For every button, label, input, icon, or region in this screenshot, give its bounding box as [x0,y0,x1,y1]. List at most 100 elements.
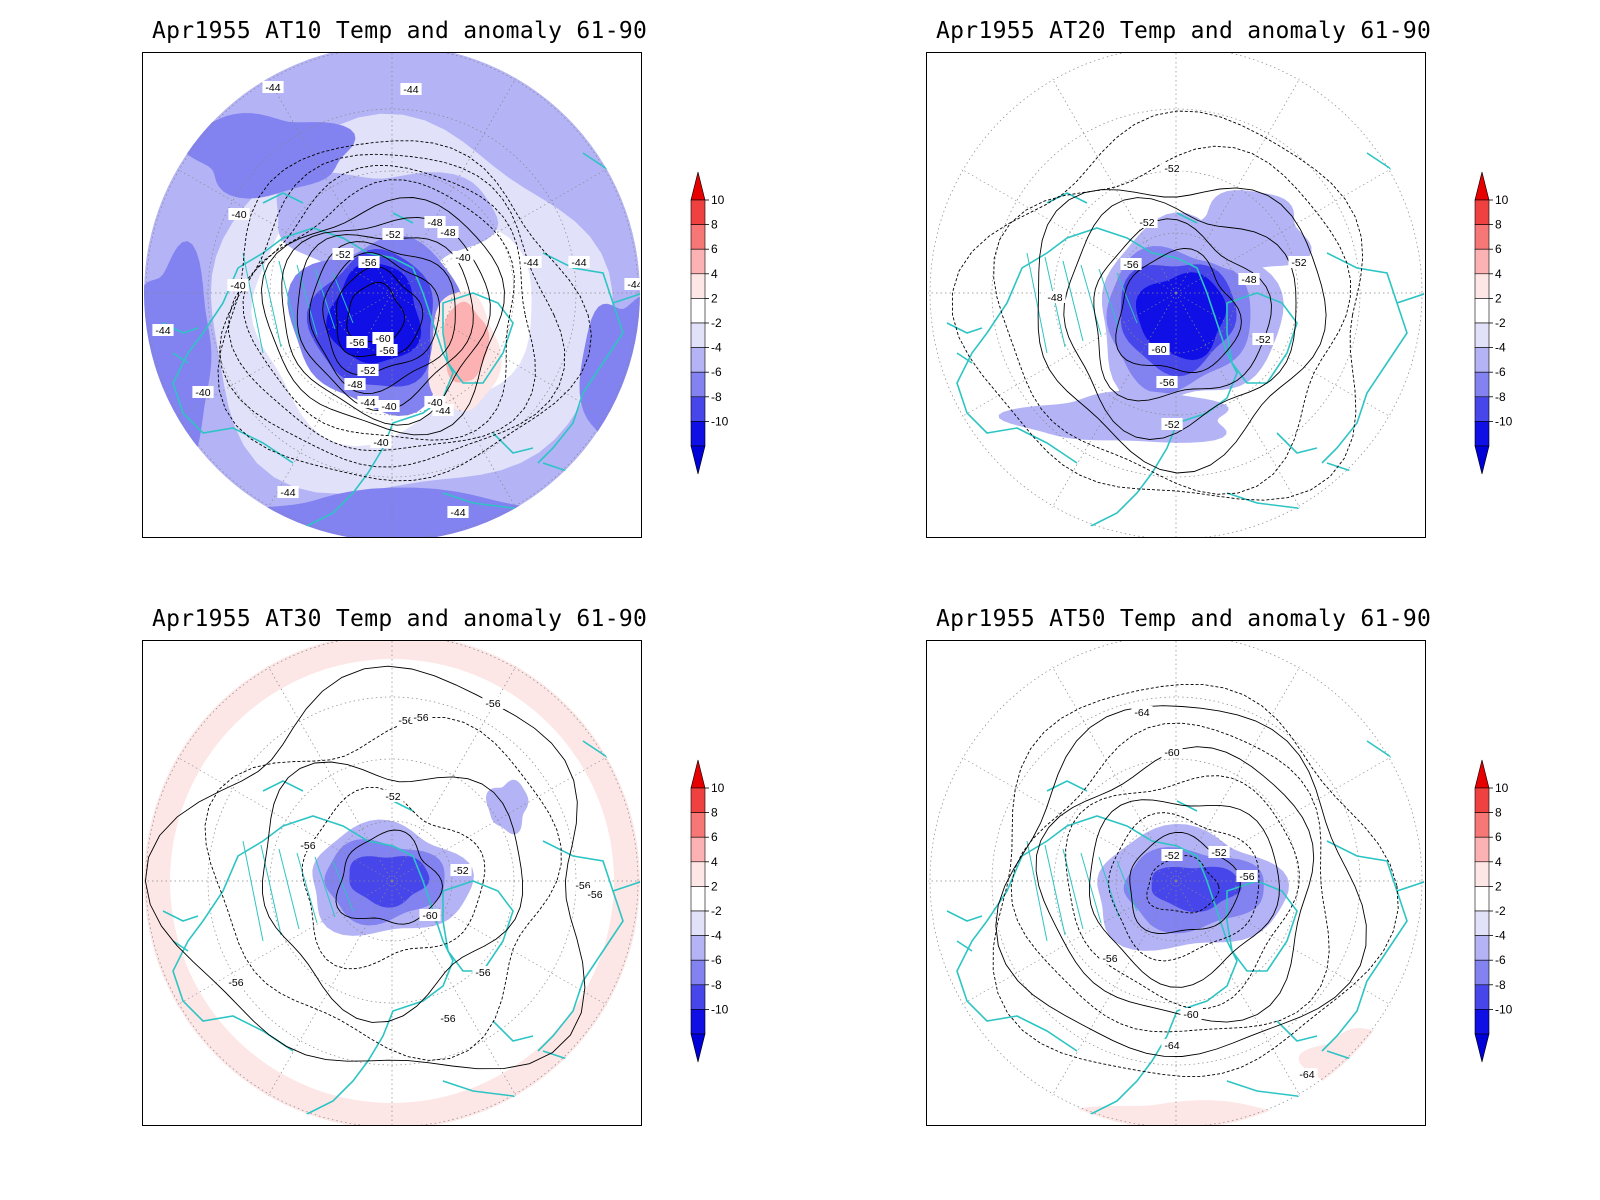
colorbar-box [1474,935,1490,961]
colorbar-box [690,959,706,986]
colorbar-box [690,787,706,813]
coastline [956,920,1078,1052]
contours [992,683,1399,1077]
latitude-circle [207,108,577,478]
contour-label: -44 [450,507,465,519]
coastline [492,432,534,454]
meridian-line [391,756,607,882]
contours [951,110,1364,501]
colorbar-label: 2 [711,879,718,893]
coastline [172,940,189,952]
meridian-line [267,292,393,508]
meridian-line [391,880,607,1006]
contour-labels: -64 -60 -52 -52 -56 -56 -60 -64 -64 [1099,706,1318,1081]
contour-label-bg [447,506,469,518]
colorbar-box [1474,371,1490,398]
panel-title: Apr1955 AT30 Temp and anomaly 61-90 [152,606,648,632]
colorbar-box [1474,959,1490,986]
contour-label-bg [437,1012,459,1024]
colorbar-arrow-top [1474,171,1490,201]
contour-label: -56 [587,889,602,901]
map-frame: -64 -60 -52 -52 -56 -56 -60 -64 -64 [926,640,1426,1126]
border-line [1044,844,1066,936]
map-content: -44 -44-40-40-52-56-52-48-48-40 -44 -44-44-… [144,53,640,537]
coastline [1276,1020,1318,1042]
map-content: -56 -56-56-52-56-52-60-56-56-56-56-56 [144,641,640,1125]
border-line [332,860,354,912]
contour-line [1037,187,1327,474]
colorbar-box [1474,1009,1490,1035]
panel-title: Apr1955 AT50 Temp and anomaly 61-90 [936,606,1432,632]
contour-label-bg [1120,258,1142,270]
contour-label-bg [382,228,404,240]
colorbar-box [1474,199,1490,225]
colorbar-label: -4 [1495,341,1506,355]
contour-label: -44 [571,257,586,269]
contour-label-bg [152,324,174,336]
contour-line [296,234,474,412]
colorbar-label: -4 [711,341,722,355]
contour-label-bg [1044,291,1066,303]
colorbar: 10 8 6 4 2 -2 -4 -6 -8 -10 [1473,759,1533,1063]
contour-label: -64 [1299,1069,1314,1081]
colorbar-label: 10 [711,193,725,207]
border-line [582,1040,614,1112]
colorbar-label: -2 [1495,904,1506,918]
contour-label: -56 [228,977,243,989]
border-line [296,264,318,336]
contour-label: -60 [1183,1009,1198,1021]
colorbar-box [690,910,706,936]
contour-line [219,153,566,468]
colorbar-box [1474,910,1490,936]
contour-label-bg [410,711,432,723]
colorbar-label: -8 [711,978,722,992]
meridian-line [177,756,393,882]
colorbar-box [690,347,706,373]
contour-label-bg [225,976,247,988]
border-line [1116,860,1138,912]
colorbar-box [690,886,706,912]
contour-label-bg [424,216,446,228]
contour-label: -52 [1211,847,1226,859]
contour-label: -48 [1241,274,1256,286]
colorbar-label: -10 [711,414,729,428]
contour-label-bg [1296,1068,1318,1080]
contour-label-bg [344,378,366,390]
border-line [1026,252,1048,354]
contour-label: -52 [1139,217,1154,229]
colorbar-box [690,322,706,348]
colorbar-label: 6 [711,242,718,256]
contour-label: -40 [230,280,245,292]
coastline [986,815,1238,1122]
meridian-line [391,666,517,882]
polar-map: -56 -56-56-52-56-52-60-56-56-56-56-56 [144,641,640,1125]
coastline [537,840,624,1052]
colorbar-label: 6 [1495,242,1502,256]
anomaly-warm [1067,1100,1279,1125]
colorbar-label: -8 [1495,978,1506,992]
border-line [1366,1040,1398,1112]
contour-label: -48 [440,227,455,239]
contour-label: -48 [347,379,362,391]
contour-label: -52 [1291,257,1306,269]
meridian-line [1175,666,1301,882]
contour-line [1065,775,1300,1010]
contour-line [322,252,441,376]
colorbar-box [1474,298,1490,324]
colorbar-label: 10 [711,781,725,795]
contour-label-bg [472,966,494,978]
contour-label: -60 [375,333,390,345]
colorbar-box [690,861,706,887]
contour-line [301,787,486,970]
colorbar-arrow-top [1474,759,1490,789]
contour-label: -44 [523,257,538,269]
meridian-line [391,292,517,508]
meridian-line [961,292,1177,418]
contour-line [228,164,536,452]
contour-label-bg [1161,162,1183,174]
colorbar: 10 8 6 4 2 -2 -4 -6 -8 -10 [1473,171,1533,475]
border-line [622,1052,638,1112]
panel-title: Apr1955 AT20 Temp and anomaly 61-90 [936,18,1432,44]
contour-label-bg [372,332,394,344]
coastline [392,800,414,812]
